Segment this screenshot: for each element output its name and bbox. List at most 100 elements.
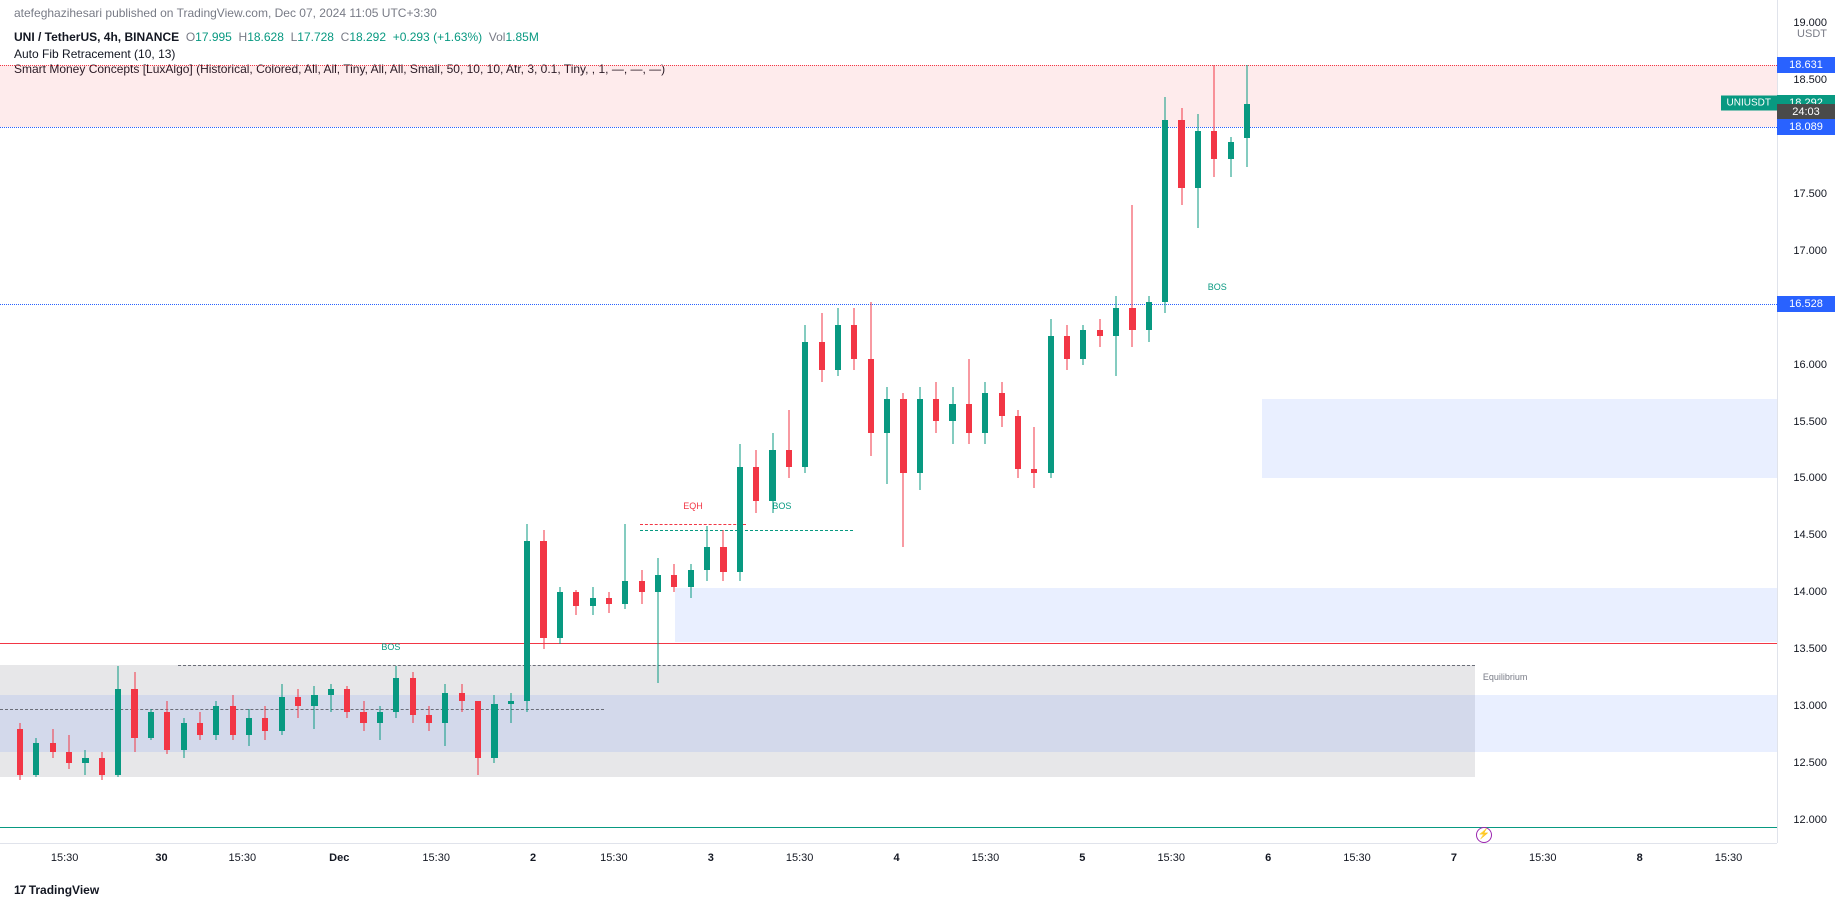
candle — [1242, 65, 1252, 168]
candle — [669, 564, 679, 592]
candle — [849, 308, 859, 371]
candle — [571, 590, 581, 615]
candle — [1029, 427, 1039, 487]
yaxis-tick: 12.500 — [1793, 757, 1827, 769]
hline — [0, 304, 1777, 305]
candle — [408, 672, 418, 723]
yaxis-tick: 16.000 — [1793, 359, 1827, 371]
candle — [342, 686, 352, 718]
candle — [1078, 325, 1088, 365]
candle — [244, 709, 254, 747]
candle — [718, 530, 728, 581]
xaxis-tick: Dec — [329, 852, 349, 864]
candle — [293, 689, 303, 717]
yaxis-tick: 15.500 — [1793, 416, 1827, 428]
candle — [653, 558, 663, 683]
symbol-price-tag: UNIUSDT — [1721, 96, 1777, 111]
xaxis-tick: 15:30 — [1529, 852, 1557, 864]
yaxis-tick: 14.500 — [1793, 529, 1827, 541]
candle — [1127, 205, 1137, 347]
candle — [457, 684, 467, 712]
candle — [637, 570, 647, 604]
zone — [675, 588, 1777, 643]
xaxis-tick: 15:30 — [422, 852, 450, 864]
replay-icon[interactable]: ⚡ — [1476, 827, 1492, 843]
xaxis-tick: 3 — [708, 852, 714, 864]
candle — [588, 587, 598, 615]
hline — [640, 524, 747, 525]
xaxis-tick: 15:30 — [1157, 852, 1185, 864]
candle — [113, 666, 123, 777]
time-axis[interactable]: 15:303015:30Dec15:30215:30315:30415:3051… — [0, 843, 1777, 877]
candle — [931, 382, 941, 433]
candle — [1144, 296, 1154, 342]
yaxis-tick: 17.500 — [1793, 188, 1827, 200]
xaxis-tick: 30 — [155, 852, 167, 864]
xaxis-tick: 15:30 — [786, 852, 814, 864]
candle — [784, 410, 794, 478]
candle — [882, 387, 892, 484]
candle — [686, 564, 696, 598]
candle — [162, 701, 172, 755]
candle — [1046, 319, 1056, 478]
candle — [800, 325, 810, 473]
chart-plot[interactable]: BOSEQHBOSBOSEquilibrium⚡ — [0, 0, 1777, 843]
xaxis-tick: 15:30 — [600, 852, 628, 864]
candle — [260, 706, 270, 740]
candle — [620, 524, 630, 609]
yaxis-tick: 12.000 — [1793, 814, 1827, 826]
zone — [0, 65, 1777, 127]
candle — [702, 526, 712, 581]
candle — [767, 433, 777, 513]
candle — [833, 308, 843, 376]
yaxis-tick: 15.000 — [1793, 472, 1827, 484]
candle — [195, 712, 205, 740]
candle — [1209, 65, 1219, 177]
candle — [1193, 114, 1203, 228]
xaxis-tick: 15:30 — [51, 852, 79, 864]
xaxis-tick: 15:30 — [972, 852, 1000, 864]
price-axis[interactable]: USDT 19.00018.50017.50017.00016.00015.50… — [1777, 0, 1835, 843]
candle — [915, 387, 925, 490]
candle — [735, 444, 745, 581]
yaxis-flag: 18.631 — [1777, 57, 1835, 73]
candle — [1160, 97, 1170, 313]
hline — [0, 127, 1777, 128]
yaxis-flag: 16.528 — [1777, 296, 1835, 312]
xaxis-tick: 5 — [1079, 852, 1085, 864]
candle — [964, 359, 974, 444]
candle — [751, 450, 761, 513]
yaxis-flag: 24:03 — [1777, 104, 1835, 120]
candle — [1226, 137, 1236, 177]
candle — [997, 382, 1007, 428]
tv-icon: 17 — [14, 883, 25, 897]
tv-text: TradingView — [29, 883, 99, 897]
candle — [473, 701, 483, 775]
candle — [1111, 296, 1121, 376]
candle — [48, 729, 58, 757]
candle — [309, 686, 319, 729]
candle — [604, 592, 614, 613]
candle — [866, 302, 876, 456]
candle — [506, 693, 516, 724]
candle — [424, 706, 434, 731]
candle — [146, 709, 156, 741]
candle — [358, 701, 368, 732]
candle — [375, 706, 385, 740]
candle — [211, 701, 221, 741]
candle — [391, 666, 401, 717]
candle — [440, 684, 450, 747]
xaxis-tick: 15:30 — [1715, 852, 1743, 864]
yaxis-flag: 18.089 — [1777, 119, 1835, 135]
candle — [179, 718, 189, 758]
yaxis-tick: 19.000 — [1793, 17, 1827, 29]
candle — [980, 382, 990, 445]
yaxis-tick: 18.500 — [1793, 74, 1827, 86]
candle — [489, 695, 499, 763]
zone — [1262, 399, 1777, 479]
hline — [0, 827, 1777, 828]
hline — [178, 665, 1475, 666]
candle — [80, 750, 90, 775]
candle — [817, 313, 827, 381]
hline — [0, 65, 1777, 66]
